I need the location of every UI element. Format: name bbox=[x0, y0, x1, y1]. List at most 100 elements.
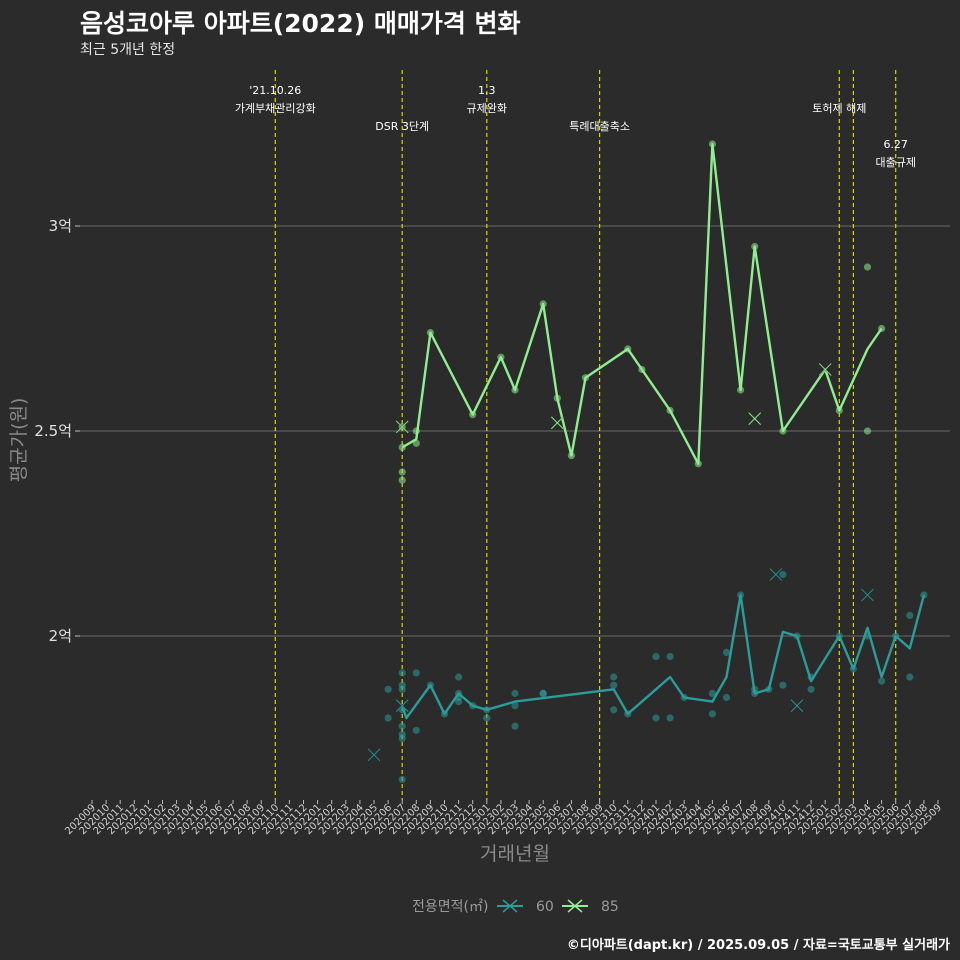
cross-stroke bbox=[861, 588, 874, 602]
series-60-point bbox=[737, 591, 745, 599]
series-60-line bbox=[401, 593, 926, 720]
series-60-point bbox=[398, 775, 406, 784]
series-60-point bbox=[807, 673, 815, 681]
series-60-point bbox=[708, 689, 717, 698]
series-60-point bbox=[666, 652, 674, 661]
cross-stroke bbox=[748, 412, 762, 426]
legend-label: 60 bbox=[536, 899, 554, 915]
series-85-point bbox=[863, 427, 872, 435]
series-85-cross bbox=[748, 412, 762, 426]
series-60-cross bbox=[790, 699, 804, 713]
event-label: 규제완화 bbox=[467, 102, 507, 115]
series-60-cross bbox=[861, 588, 874, 602]
series-85-point bbox=[751, 242, 759, 251]
grid-lines bbox=[80, 225, 950, 637]
series-60-point bbox=[426, 681, 434, 689]
series-85-point bbox=[567, 452, 576, 460]
series-85-point bbox=[497, 353, 505, 361]
source-caption: ©디아파트(dapt.kr) / 2025.09.05 / 자료=국토교통부 실… bbox=[566, 938, 950, 953]
series-60-point bbox=[398, 722, 406, 730]
event-label: '21.10.26 bbox=[249, 84, 301, 97]
series-85-point bbox=[638, 365, 646, 374]
series-60-point bbox=[892, 632, 900, 640]
chart-subtitle: 최근 5개년 한정 bbox=[80, 42, 176, 58]
series-60-point bbox=[398, 734, 406, 743]
series-85-point bbox=[779, 427, 787, 435]
series-60-point bbox=[610, 673, 618, 681]
event-label: 토허제 해제 bbox=[812, 101, 866, 115]
series-60-point bbox=[722, 648, 731, 657]
cross-stroke bbox=[818, 363, 832, 376]
series-85-point bbox=[878, 324, 886, 333]
x-axis-ticks: 2020092020102020112020122021012021022021… bbox=[63, 800, 944, 837]
series-60-cross bbox=[367, 748, 381, 762]
y-tick-label: 2.5억 bbox=[34, 422, 72, 440]
series-60-point bbox=[849, 665, 858, 673]
series-60-point bbox=[412, 726, 420, 734]
series-60-point bbox=[680, 693, 688, 702]
series-60-point bbox=[455, 673, 463, 681]
series-85-line bbox=[401, 142, 883, 465]
series-60-point bbox=[384, 685, 392, 693]
series-60-point bbox=[652, 714, 660, 722]
series-60-point bbox=[708, 710, 717, 718]
legend-title: 전용면적(㎡) bbox=[412, 899, 488, 915]
series-60-point bbox=[398, 685, 406, 693]
series-60-point bbox=[511, 722, 519, 730]
series-60-point bbox=[722, 693, 731, 702]
series-85-point bbox=[624, 345, 632, 353]
series-60-point bbox=[920, 591, 928, 599]
series-60-point bbox=[610, 706, 618, 714]
series-85-cross bbox=[395, 420, 409, 434]
series-85-point bbox=[398, 476, 406, 484]
legend-item-60: 60 bbox=[497, 899, 554, 915]
y-axis-title: 평균가(원) bbox=[8, 398, 30, 483]
series-60-point bbox=[835, 632, 843, 640]
series-60-point bbox=[863, 632, 872, 640]
series-60-point bbox=[483, 706, 491, 714]
cross-stroke bbox=[367, 748, 381, 762]
series-60-cross bbox=[395, 699, 409, 713]
series-85-cross bbox=[550, 416, 564, 430]
series-85-point bbox=[511, 386, 519, 394]
series-85-point bbox=[426, 329, 434, 337]
series-85-point bbox=[553, 394, 561, 402]
legend-item-85: 85 bbox=[562, 899, 619, 915]
series-85-point bbox=[737, 386, 745, 394]
series-60-point bbox=[666, 714, 674, 722]
y-axis-ticks: 2억 2.5억 3억 bbox=[34, 217, 80, 645]
legend: 전용면적(㎡) 60 85 bbox=[412, 899, 619, 915]
series-60-point bbox=[751, 685, 759, 693]
series-marks bbox=[367, 140, 928, 784]
series-85-point bbox=[708, 140, 717, 148]
event-label: 특례대출축소 bbox=[569, 120, 630, 133]
y-tick-label: 2억 bbox=[49, 627, 72, 645]
series-85-point bbox=[469, 411, 477, 419]
y-tick-label: 3억 bbox=[49, 217, 72, 235]
event-label: 대출규제 bbox=[875, 156, 915, 169]
series-60-cross bbox=[769, 568, 783, 581]
series-85-point bbox=[666, 406, 674, 415]
cross-stroke bbox=[550, 416, 564, 430]
series-60-point bbox=[511, 689, 519, 698]
series-85-point bbox=[412, 427, 420, 435]
series-60-point bbox=[906, 611, 914, 620]
series-85-point bbox=[539, 300, 547, 308]
cross-stroke bbox=[769, 568, 783, 581]
series-60-point bbox=[878, 677, 886, 685]
series-60-point bbox=[906, 673, 914, 681]
series-60-point bbox=[779, 570, 787, 579]
series-60-point bbox=[539, 689, 547, 698]
legend-swatch-cross bbox=[502, 899, 518, 913]
series-60-point bbox=[469, 702, 477, 710]
x-axis-title: 거래년월 bbox=[480, 843, 550, 865]
event-label: 가계부채관리강화 bbox=[235, 102, 316, 115]
series-60-point bbox=[455, 698, 463, 706]
event-label: 6.27 bbox=[883, 138, 908, 151]
series-60-point bbox=[511, 702, 519, 710]
series-85-point bbox=[581, 374, 590, 382]
series-60-point bbox=[807, 685, 815, 693]
series-60-point bbox=[412, 669, 420, 677]
legend-label: 85 bbox=[601, 899, 619, 915]
